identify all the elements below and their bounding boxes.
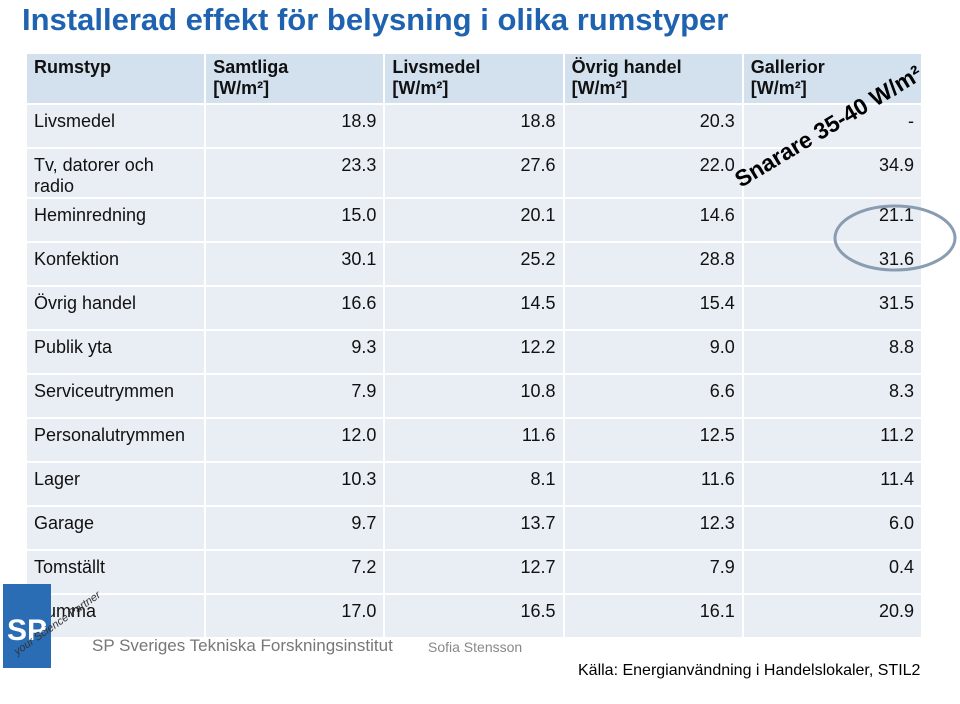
cell: 11.6 — [383, 417, 565, 463]
author: Sofia Stensson — [428, 639, 523, 655]
cell: 25.2 — [383, 241, 565, 287]
cell: 12.0 — [204, 417, 386, 463]
cell: 12.2 — [383, 329, 565, 375]
cell: 7.9 — [204, 373, 386, 419]
row: Publik yta 9.3 12.2 9.0 8.8 — [24, 329, 924, 375]
cell: 20.3 — [562, 103, 744, 149]
cell: Summa — [24, 593, 207, 639]
cell: 6.6 — [562, 373, 744, 419]
cell: Tv, datorer och radio — [24, 147, 207, 199]
cell: 34.9 — [741, 147, 924, 199]
cell: 17.0 — [204, 593, 386, 639]
cell: Konfektion — [24, 241, 207, 287]
cell: 9.0 — [562, 329, 744, 375]
row: Heminredning 15.0 20.1 14.6 21.1 — [24, 197, 924, 243]
row: Lager 10.3 8.1 11.6 11.4 — [24, 461, 924, 507]
header-cell: Rumstyp — [24, 52, 207, 105]
cell: 23.3 — [204, 147, 386, 199]
row: Konfektion 30.1 25.2 28.8 31.6 — [24, 241, 924, 287]
cell: 14.5 — [383, 285, 565, 331]
cell: 8.1 — [383, 461, 565, 507]
cell: 14.6 — [562, 197, 744, 243]
table: Rumstyp Samtliga [W/m²] Livsmedel [W/m²] Öv… — [24, 52, 924, 639]
cell: 16.1 — [562, 593, 744, 639]
cell: 31.5 — [741, 285, 924, 331]
cell: 21.1 — [741, 197, 924, 243]
cell: 20.1 — [383, 197, 565, 243]
cell: 11.4 — [741, 461, 924, 507]
header-cell: Livsmedel [W/m²] — [383, 52, 565, 105]
row: Tv, datorer och radio 23.3 27.6 22.0 34.9 — [24, 147, 924, 199]
cell: 8.3 — [741, 373, 924, 419]
cell: Tomställt — [24, 549, 207, 595]
cell: Övrig handel — [24, 285, 207, 331]
row: Garage 9.7 13.7 12.3 6.0 — [24, 505, 924, 551]
cell: Heminredning — [24, 197, 207, 243]
cell: 30.1 — [204, 241, 386, 287]
cell: 10.8 — [383, 373, 565, 419]
row: Summa 17.0 16.5 16.1 20.9 — [24, 593, 924, 639]
cell: 20.9 — [741, 593, 924, 639]
row: Personalutrymmen 12.0 11.6 12.5 11.2 — [24, 417, 924, 463]
row: Tomställt 7.2 12.7 7.9 0.4 — [24, 549, 924, 595]
cell: 0.4 — [741, 549, 924, 595]
cell: Lager — [24, 461, 207, 507]
header-cell: Gallerior [W/m²] — [741, 52, 924, 105]
institute: SP Sveriges Tekniska Forskningsinstitut — [92, 636, 393, 655]
cell: 6.0 — [741, 505, 924, 551]
row: Övrig handel 16.6 14.5 15.4 31.5 — [24, 285, 924, 331]
cell: 13.7 — [383, 505, 565, 551]
cell: Garage — [24, 505, 207, 551]
cell: 7.9 — [562, 549, 744, 595]
cell: 11.2 — [741, 417, 924, 463]
cell: Livsmedel — [24, 103, 207, 149]
cell: 31.6 — [741, 241, 924, 287]
header-cell: Övrig handel [W/m²] — [562, 52, 744, 105]
source: Källa: Energianvändning i Handelslokaler… — [578, 662, 921, 679]
cell: 10.3 — [204, 461, 386, 507]
row: Serviceutrymmen 7.9 10.8 6.6 8.3 — [24, 373, 924, 419]
cell: 15.4 — [562, 285, 744, 331]
cell: 12.5 — [562, 417, 744, 463]
cell: 11.6 — [562, 461, 744, 507]
cell: 8.8 — [741, 329, 924, 375]
cell: 18.9 — [204, 103, 386, 149]
cell: 7.2 — [204, 549, 386, 595]
header-cell: Samtliga [W/m²] — [204, 52, 386, 105]
title: Installerad effekt för belysning i olika… — [22, 2, 729, 37]
cell: 27.6 — [383, 147, 565, 199]
cell: 9.3 — [204, 329, 386, 375]
highlight-circle — [833, 204, 957, 272]
cell: 15.0 — [204, 197, 386, 243]
cell: 28.8 — [562, 241, 744, 287]
cell: Publik yta — [24, 329, 207, 375]
cell: - — [741, 103, 924, 149]
cell: 12.3 — [562, 505, 744, 551]
cell: 12.7 — [383, 549, 565, 595]
row: Livsmedel 18.9 18.8 20.3- — [24, 103, 924, 149]
logo: SP — [3, 584, 51, 668]
cell: Serviceutrymmen — [24, 373, 207, 419]
header-row: Rumstyp Samtliga [W/m²] Livsmedel [W/m²] Öv… — [24, 52, 924, 105]
cell: 16.5 — [383, 593, 565, 639]
cell: 9.7 — [204, 505, 386, 551]
cell: 18.8 — [383, 103, 565, 149]
cell: Personalutrymmen — [24, 417, 207, 463]
cell: 22.0 — [562, 147, 744, 199]
cell: 16.6 — [204, 285, 386, 331]
